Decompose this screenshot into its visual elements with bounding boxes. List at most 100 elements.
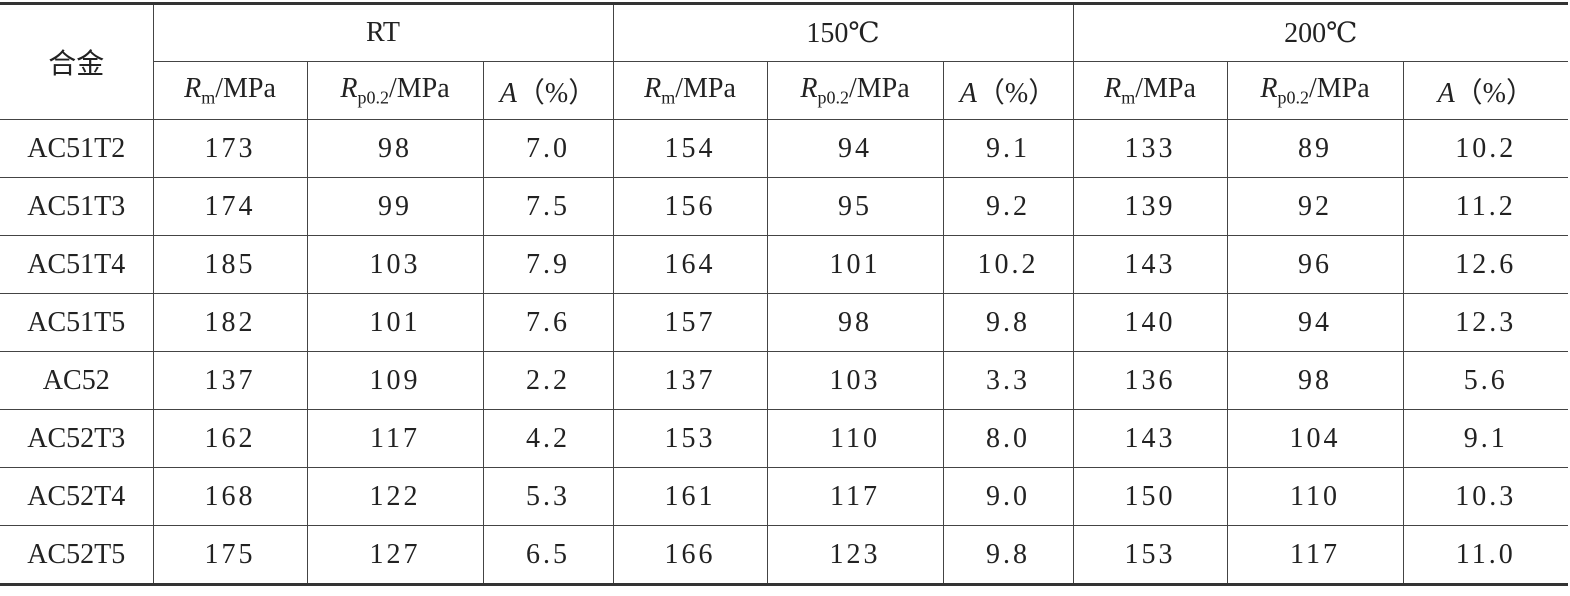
alloy-name: AC52T5	[0, 525, 154, 585]
alloy-name: AC51T5	[0, 293, 154, 352]
cell: 143	[1072, 409, 1228, 468]
cell: 10.2	[1402, 119, 1569, 178]
cell: 182	[152, 293, 308, 352]
column-header: Rp0.2/MPa	[306, 61, 484, 120]
cell: 99	[306, 177, 484, 236]
column-header: Rp0.2/MPa	[1226, 61, 1404, 120]
cell: 7.0	[482, 119, 614, 178]
cell: 11.2	[1402, 177, 1569, 236]
cell: 10.2	[942, 235, 1074, 294]
cell: 154	[612, 119, 768, 178]
symbol: R	[340, 72, 358, 104]
cell: 12.3	[1402, 293, 1569, 352]
symbol: R	[800, 72, 818, 104]
cell: 150	[1072, 467, 1228, 526]
cell: 5.6	[1402, 351, 1569, 410]
cell: 5.3	[482, 467, 614, 526]
cell: 137	[152, 351, 308, 410]
subscript: p0.2	[1277, 87, 1309, 108]
symbol: R	[644, 72, 662, 104]
column-header: Rp0.2/MPa	[766, 61, 944, 120]
unit: （%）	[1454, 77, 1534, 109]
cell: 98	[1226, 351, 1404, 410]
symbol: A	[959, 77, 977, 109]
cell: 157	[612, 293, 768, 352]
data-row: AC52 137 109 2.2 137 103 3.3 136 98 5.6	[0, 351, 1569, 410]
symbol: R	[184, 72, 202, 104]
unit: /MPa	[1308, 72, 1370, 104]
cell: 104	[1226, 409, 1404, 468]
cell: 161	[612, 467, 768, 526]
subheader-row: Rm/MPa Rp0.2/MPa A（%） Rm/MPa Rp0.2/MPa A（%） Rm…	[0, 61, 1569, 120]
alloy-name: AC51T4	[0, 235, 154, 294]
unit: /MPa	[388, 72, 450, 104]
cell: 89	[1226, 119, 1404, 178]
symbol: A	[499, 77, 517, 109]
symbol: A	[1437, 77, 1455, 109]
cell: 110	[766, 409, 944, 468]
cell: 7.6	[482, 293, 614, 352]
cell: 103	[306, 235, 484, 294]
unit: /MPa	[675, 72, 736, 104]
cell: 162	[152, 409, 308, 468]
column-header: A（%）	[1402, 61, 1569, 120]
cell: 98	[766, 293, 944, 352]
alloy-name: AC52T4	[0, 467, 154, 526]
cell: 185	[152, 235, 308, 294]
cell: 11.0	[1402, 525, 1569, 585]
column-header: Rm/MPa	[1072, 61, 1228, 120]
cell: 127	[306, 525, 484, 585]
data-row: AC51T3 174 99 7.5 156 95 9.2 139 92 11.2	[0, 177, 1569, 236]
data-row: AC52T3 162 117 4.2 153 110 8.0 143 104 9.1	[0, 409, 1569, 468]
cell: 153	[612, 409, 768, 468]
cell: 9.2	[942, 177, 1074, 236]
cell: 3.3	[942, 351, 1074, 410]
cell: 6.5	[482, 525, 614, 585]
unit: /MPa	[1135, 72, 1196, 104]
cell: 164	[612, 235, 768, 294]
data-row: AC52T5 175 127 6.5 166 123 9.8 153 117 11.0	[0, 525, 1569, 585]
data-row: AC51T2 173 98 7.0 154 94 9.1 133 89 10.2	[0, 119, 1569, 178]
cell: 9.8	[942, 525, 1074, 585]
alloy-name: AC52T3	[0, 409, 154, 468]
cell: 94	[766, 119, 944, 178]
cell: 12.6	[1402, 235, 1569, 294]
column-header: A（%）	[942, 61, 1074, 120]
cell: 9.1	[1402, 409, 1569, 468]
data-row: AC51T4 185 103 7.9 164 101 10.2 143 96 12.6	[0, 235, 1569, 294]
group-header: 200℃	[1072, 3, 1569, 62]
cell: 139	[1072, 177, 1228, 236]
alloy-name: AC52	[0, 351, 154, 410]
subscript: m	[661, 87, 676, 108]
subscript: p0.2	[817, 87, 849, 108]
cell: 9.1	[942, 119, 1074, 178]
data-table: 合金 RT 150℃ 200℃ Rm/MPa Rp0.2/MPa A（%） Rm/MPa Rp0…	[0, 2, 1569, 586]
cell: 156	[612, 177, 768, 236]
cell: 173	[152, 119, 308, 178]
cell: 101	[306, 293, 484, 352]
column-header: Rm/MPa	[153, 61, 308, 120]
data-row: AC51T5 182 101 7.6 157 98 9.8 140 94 12.3	[0, 293, 1569, 352]
cell: 7.5	[482, 177, 614, 236]
unit: （%）	[976, 77, 1057, 109]
data-row: AC52T4 168 122 5.3 161 117 9.0 150 110 10.3	[0, 467, 1569, 526]
cell: 96	[1226, 235, 1404, 294]
cell: 117	[766, 467, 944, 526]
cell: 4.2	[482, 409, 614, 468]
cell: 10.3	[1402, 467, 1569, 526]
cell: 153	[1072, 525, 1228, 585]
column-header: A（%）	[482, 61, 614, 120]
unit: （%）	[516, 77, 597, 109]
group-header: RT	[152, 3, 614, 62]
cell: 140	[1072, 293, 1228, 352]
subscript: m	[1121, 87, 1136, 108]
cell: 101	[766, 235, 944, 294]
cell: 174	[152, 177, 308, 236]
cell: 166	[612, 525, 768, 585]
alloy-header: 合金	[0, 3, 154, 120]
cell: 9.8	[942, 293, 1074, 352]
cell: 9.0	[942, 467, 1074, 526]
unit: /MPa	[215, 72, 276, 104]
alloy-name: AC51T2	[0, 119, 154, 178]
